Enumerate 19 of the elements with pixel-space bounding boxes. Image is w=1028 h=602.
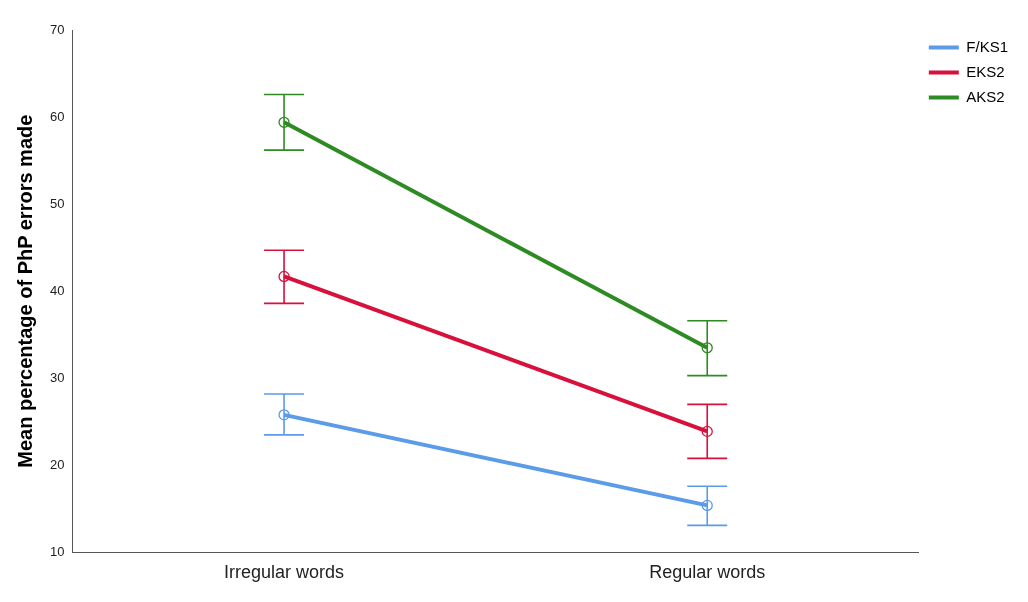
point xyxy=(701,425,713,438)
x-tick-label: Regular words xyxy=(649,562,766,583)
y-tick-label: 60 xyxy=(49,108,65,124)
y-tick-label: 70 xyxy=(49,21,65,37)
point xyxy=(701,342,713,354)
y-tick-label: 30 xyxy=(49,369,65,385)
y-axis-title: Mean percentage of PhP errors made xyxy=(13,114,36,468)
point xyxy=(278,409,290,421)
point xyxy=(278,116,290,128)
y-tick-label: 20 xyxy=(49,456,65,472)
y-tick-label: 50 xyxy=(49,195,65,211)
x-tick-label: Irregular words xyxy=(224,562,345,583)
y-tick-label: 10 xyxy=(49,543,65,559)
legend-label: AKS2 xyxy=(966,87,1005,105)
y-tick-label: 40 xyxy=(49,282,65,298)
point xyxy=(278,270,290,283)
legend-label: EKS2 xyxy=(966,62,1005,80)
legend-label: F/KS1 xyxy=(966,37,1009,55)
point xyxy=(701,499,713,512)
